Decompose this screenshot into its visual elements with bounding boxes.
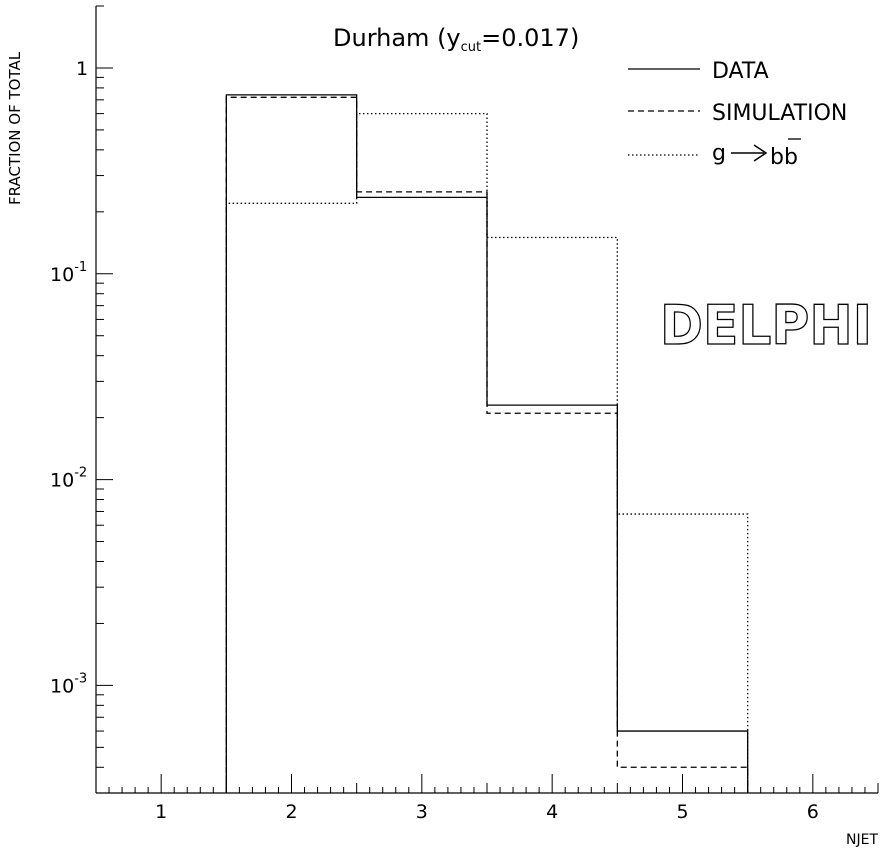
y-tick-label: 10-3 [50,671,87,697]
x-axis: 1 2 3 4 5 6 [96,774,878,823]
arrow-icon [731,145,766,161]
title-rest: =0.017) [481,24,579,52]
legend-label-g-suffix: bb [770,145,798,170]
title-subscript: cut [461,40,481,55]
legend-label-simulation: SIMULATION [712,101,847,126]
x-tick-label: 3 [416,801,428,823]
x-tick-label: 6 [807,801,819,823]
legend: DATA SIMULATION g bb [628,59,847,170]
series-solid-histogram [226,95,747,793]
title-main: Durham (y [333,24,461,52]
x-tick-label: 4 [546,801,558,823]
chart-title: Durham (ycut=0.017) [333,24,579,55]
x-tick-label: 2 [285,801,297,823]
x-tick-label: 1 [155,801,167,823]
y-tick-label: 10-1 [50,260,87,286]
x-axis-label: NJET [846,832,878,848]
y-axis-label: FRACTION OF TOTAL [6,51,24,205]
y-axis: 1 10-1 10-2 10-3 [50,6,113,793]
legend-label-g-prefix: g [712,141,726,166]
x-tick-label: 5 [676,801,688,823]
series-group [226,95,747,793]
y-tick-label: 10-2 [50,466,87,492]
legend-label-data: DATA [712,59,769,84]
delphi-logo: DELPHI [660,294,872,357]
y-tick-label: 1 [76,58,88,80]
